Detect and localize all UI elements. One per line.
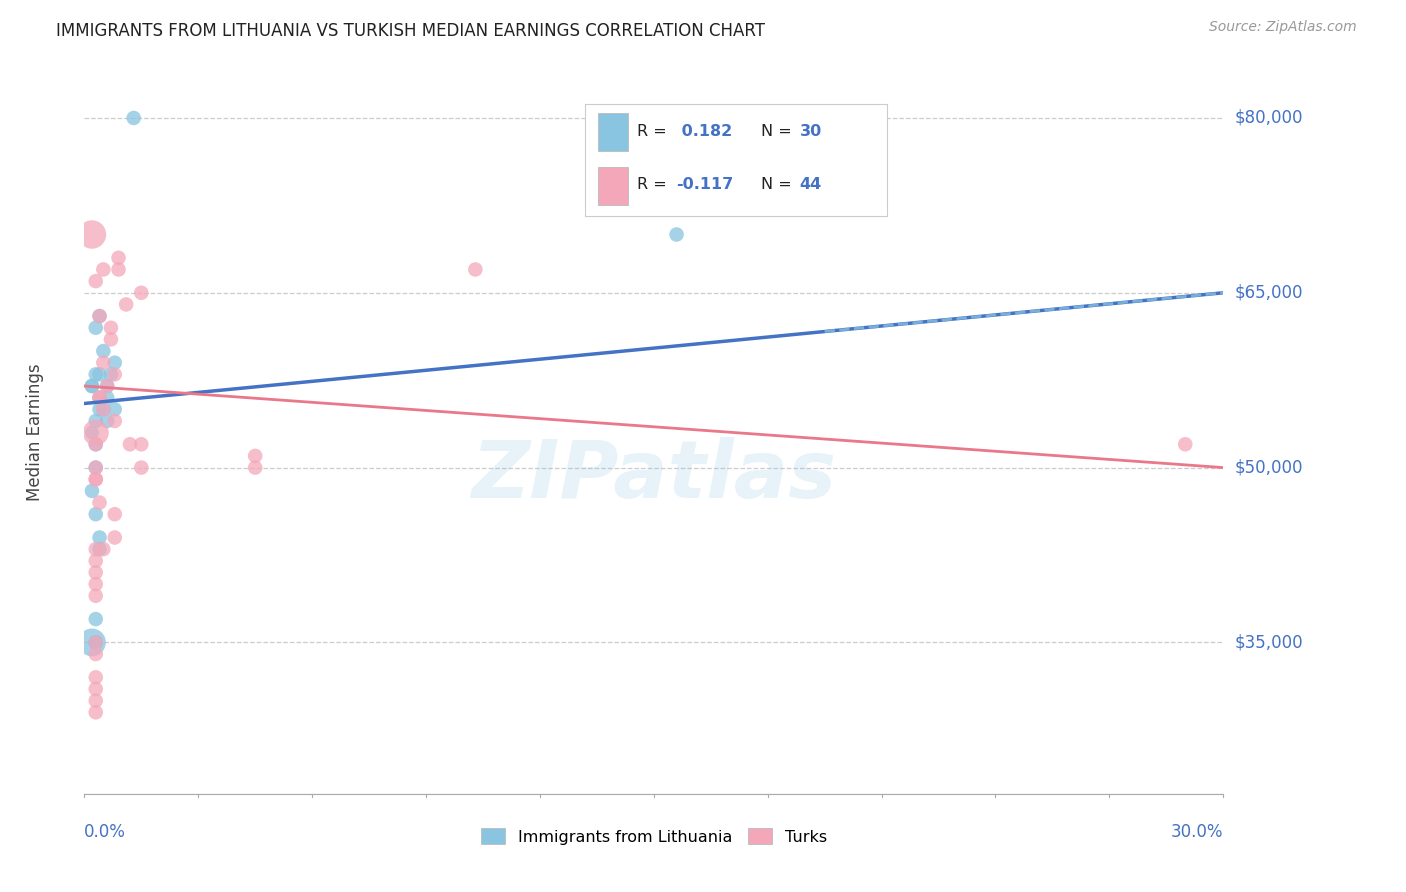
Point — [96, 391, 118, 405]
Point — [100, 332, 122, 346]
Point — [245, 449, 267, 463]
Point — [89, 542, 111, 557]
Point — [89, 391, 111, 405]
Point — [665, 227, 688, 242]
Text: Median Earnings: Median Earnings — [25, 364, 44, 501]
Point — [84, 635, 107, 649]
Text: 0.0%: 0.0% — [84, 823, 127, 841]
Text: $65,000: $65,000 — [1234, 284, 1303, 301]
Point — [93, 356, 115, 370]
Point — [84, 635, 107, 649]
Point — [104, 356, 127, 370]
Point — [93, 402, 115, 417]
Point — [84, 274, 107, 288]
Text: $50,000: $50,000 — [1234, 458, 1303, 476]
Point — [84, 542, 107, 557]
Point — [89, 368, 111, 382]
Point — [107, 262, 129, 277]
Point — [80, 635, 103, 649]
Point — [84, 368, 107, 382]
Point — [1174, 437, 1197, 451]
Point — [104, 531, 127, 545]
Point — [80, 379, 103, 393]
Point — [104, 402, 127, 417]
Point — [93, 344, 115, 359]
Point — [89, 391, 111, 405]
Point — [84, 577, 107, 591]
Text: ZIPatlas: ZIPatlas — [471, 437, 837, 515]
Point — [93, 402, 115, 417]
Point — [84, 554, 107, 568]
Point — [84, 566, 107, 580]
Point — [84, 437, 107, 451]
Point — [84, 460, 107, 475]
Point — [84, 706, 107, 720]
Point — [104, 368, 127, 382]
Point — [96, 414, 118, 428]
Point — [122, 111, 145, 125]
Point — [93, 262, 115, 277]
Point — [107, 251, 129, 265]
Point — [89, 309, 111, 323]
Point — [84, 460, 107, 475]
Point — [84, 472, 107, 486]
Point — [84, 507, 107, 521]
Point — [89, 402, 111, 417]
Point — [245, 460, 267, 475]
Point — [104, 507, 127, 521]
Point — [84, 320, 107, 334]
Text: 30.0%: 30.0% — [1171, 823, 1223, 841]
Point — [100, 368, 122, 382]
Text: IMMIGRANTS FROM LITHUANIA VS TURKISH MEDIAN EARNINGS CORRELATION CHART: IMMIGRANTS FROM LITHUANIA VS TURKISH MED… — [56, 22, 765, 40]
Point — [89, 531, 111, 545]
Text: $80,000: $80,000 — [1234, 109, 1303, 127]
Point — [100, 320, 122, 334]
Point — [80, 483, 103, 498]
Point — [84, 472, 107, 486]
Legend: Immigrants from Lithuania, Turks: Immigrants from Lithuania, Turks — [474, 822, 834, 851]
Point — [131, 285, 153, 300]
Point — [84, 414, 107, 428]
Point — [80, 227, 103, 242]
Text: $35,000: $35,000 — [1234, 633, 1303, 651]
Point — [84, 681, 107, 696]
Point — [118, 437, 141, 451]
Point — [464, 262, 486, 277]
Point — [84, 425, 107, 440]
Point — [80, 379, 103, 393]
Point — [89, 391, 111, 405]
Point — [89, 495, 111, 509]
Point — [84, 635, 107, 649]
Point — [89, 309, 111, 323]
Point — [84, 437, 107, 451]
Text: Source: ZipAtlas.com: Source: ZipAtlas.com — [1209, 20, 1357, 34]
Point — [84, 589, 107, 603]
Point — [93, 542, 115, 557]
Point — [80, 425, 103, 440]
Point — [131, 460, 153, 475]
Point — [131, 437, 153, 451]
Point — [84, 647, 107, 661]
Point — [84, 693, 107, 707]
Point — [84, 612, 107, 626]
Point — [96, 379, 118, 393]
Point — [115, 297, 138, 311]
Point — [84, 670, 107, 684]
Point — [104, 414, 127, 428]
Point — [96, 379, 118, 393]
